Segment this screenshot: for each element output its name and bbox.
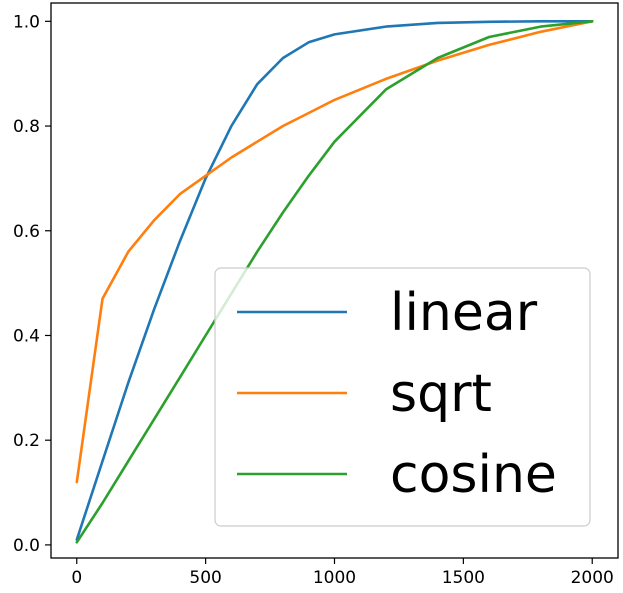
- y-axis: 0.0 0.2 0.4 0.6 0.8 1.0: [13, 12, 51, 556]
- legend-label-sqrt: sqrt: [390, 364, 492, 424]
- x-tick-label: 1500: [442, 568, 485, 588]
- y-tick-label: 0.0: [13, 536, 40, 556]
- x-tick-label: 2000: [571, 568, 614, 588]
- x-tick-label: 0: [71, 568, 82, 588]
- series-line-linear: [75, 19, 594, 542]
- x-axis: 0 500 1000 1500 2000: [71, 558, 614, 588]
- y-tick-label: 0.6: [13, 222, 40, 242]
- y-tick-label: 0.4: [13, 326, 40, 346]
- y-tick-label: 0.8: [13, 117, 40, 137]
- legend-label-linear: linear: [390, 283, 538, 343]
- x-tick-label: 1000: [313, 568, 356, 588]
- series-line-sqrt: [75, 19, 594, 484]
- legend-label-cosine: cosine: [390, 445, 557, 505]
- y-tick-label: 0.2: [13, 431, 40, 451]
- x-tick-label: 500: [189, 568, 221, 588]
- plot-lines: [75, 19, 594, 544]
- series-line-cosine: [75, 19, 594, 544]
- y-tick-label: 1.0: [13, 12, 40, 32]
- legend-box: [214, 267, 591, 527]
- legend: linear sqrt cosine: [214, 267, 591, 527]
